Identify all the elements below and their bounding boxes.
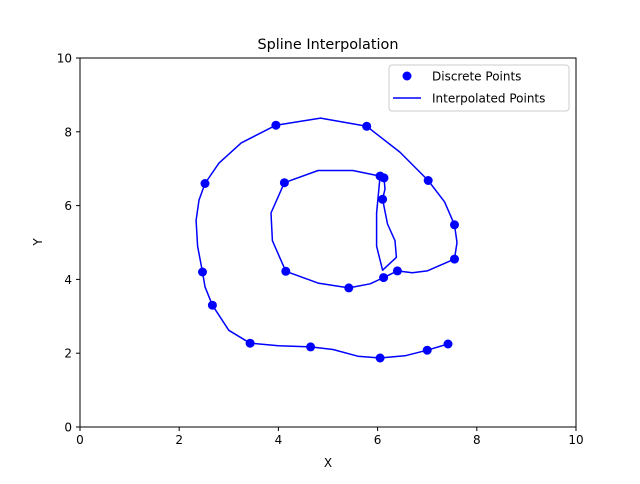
interpolated-line (195, 117, 458, 359)
x-tick-label-1: 2 (175, 433, 183, 447)
legend-label-discrete-points: Discrete Points (432, 70, 521, 84)
discrete-point-1 (422, 345, 432, 355)
discrete-point-10 (423, 176, 433, 185)
discrete-point-12 (450, 254, 459, 264)
discrete-point-6 (198, 267, 207, 277)
discrete-point-8 (271, 120, 281, 130)
discrete-point-7 (200, 179, 210, 188)
y-tick-label-5: 10 (57, 52, 72, 66)
y-axis-ticks: 0 2 4 6 8 10 (57, 52, 80, 435)
x-tick-label-0: 0 (76, 433, 84, 447)
plot-frame (79, 57, 577, 428)
y-axis-label: Y (31, 238, 45, 247)
y-tick-label-4: 8 (64, 125, 72, 139)
discrete-point-2 (375, 353, 385, 363)
discrete-point-13 (392, 266, 402, 276)
x-tick-label-2: 4 (275, 433, 283, 447)
legend-marker-discrete-points (402, 71, 412, 81)
discrete-point-0 (443, 339, 453, 349)
x-tick-label-3: 6 (374, 433, 382, 447)
discrete-point-16 (281, 266, 291, 276)
chart-title: Spline Interpolation (258, 37, 399, 53)
legend: Discrete Points Interpolated Points (388, 64, 570, 112)
x-tick-label-4: 8 (473, 433, 481, 447)
discrete-point-14 (379, 273, 389, 283)
legend-box (388, 64, 570, 112)
discrete-point-5 (207, 300, 217, 310)
discrete-point-15 (344, 283, 354, 293)
x-axis-label: X (324, 456, 332, 470)
discrete-point-20 (378, 194, 388, 204)
discrete-point-3 (306, 342, 316, 352)
discrete-point-19 (379, 173, 389, 183)
y-tick-label-2: 4 (64, 273, 72, 287)
y-tick-label-1: 2 (64, 347, 72, 361)
legend-label-interpolated-points: Interpolated Points (432, 92, 545, 106)
discrete-point-17 (279, 178, 289, 188)
discrete-point-4 (245, 338, 255, 348)
x-tick-label-5: 10 (568, 433, 583, 447)
discrete-point-11 (450, 220, 459, 230)
discrete-point-9 (362, 121, 372, 131)
plot-area (195, 117, 459, 363)
x-axis-ticks: 0 2 4 6 8 10 (76, 427, 584, 447)
y-tick-label-0: 0 (64, 421, 72, 435)
y-tick-label-3: 6 (64, 199, 72, 213)
